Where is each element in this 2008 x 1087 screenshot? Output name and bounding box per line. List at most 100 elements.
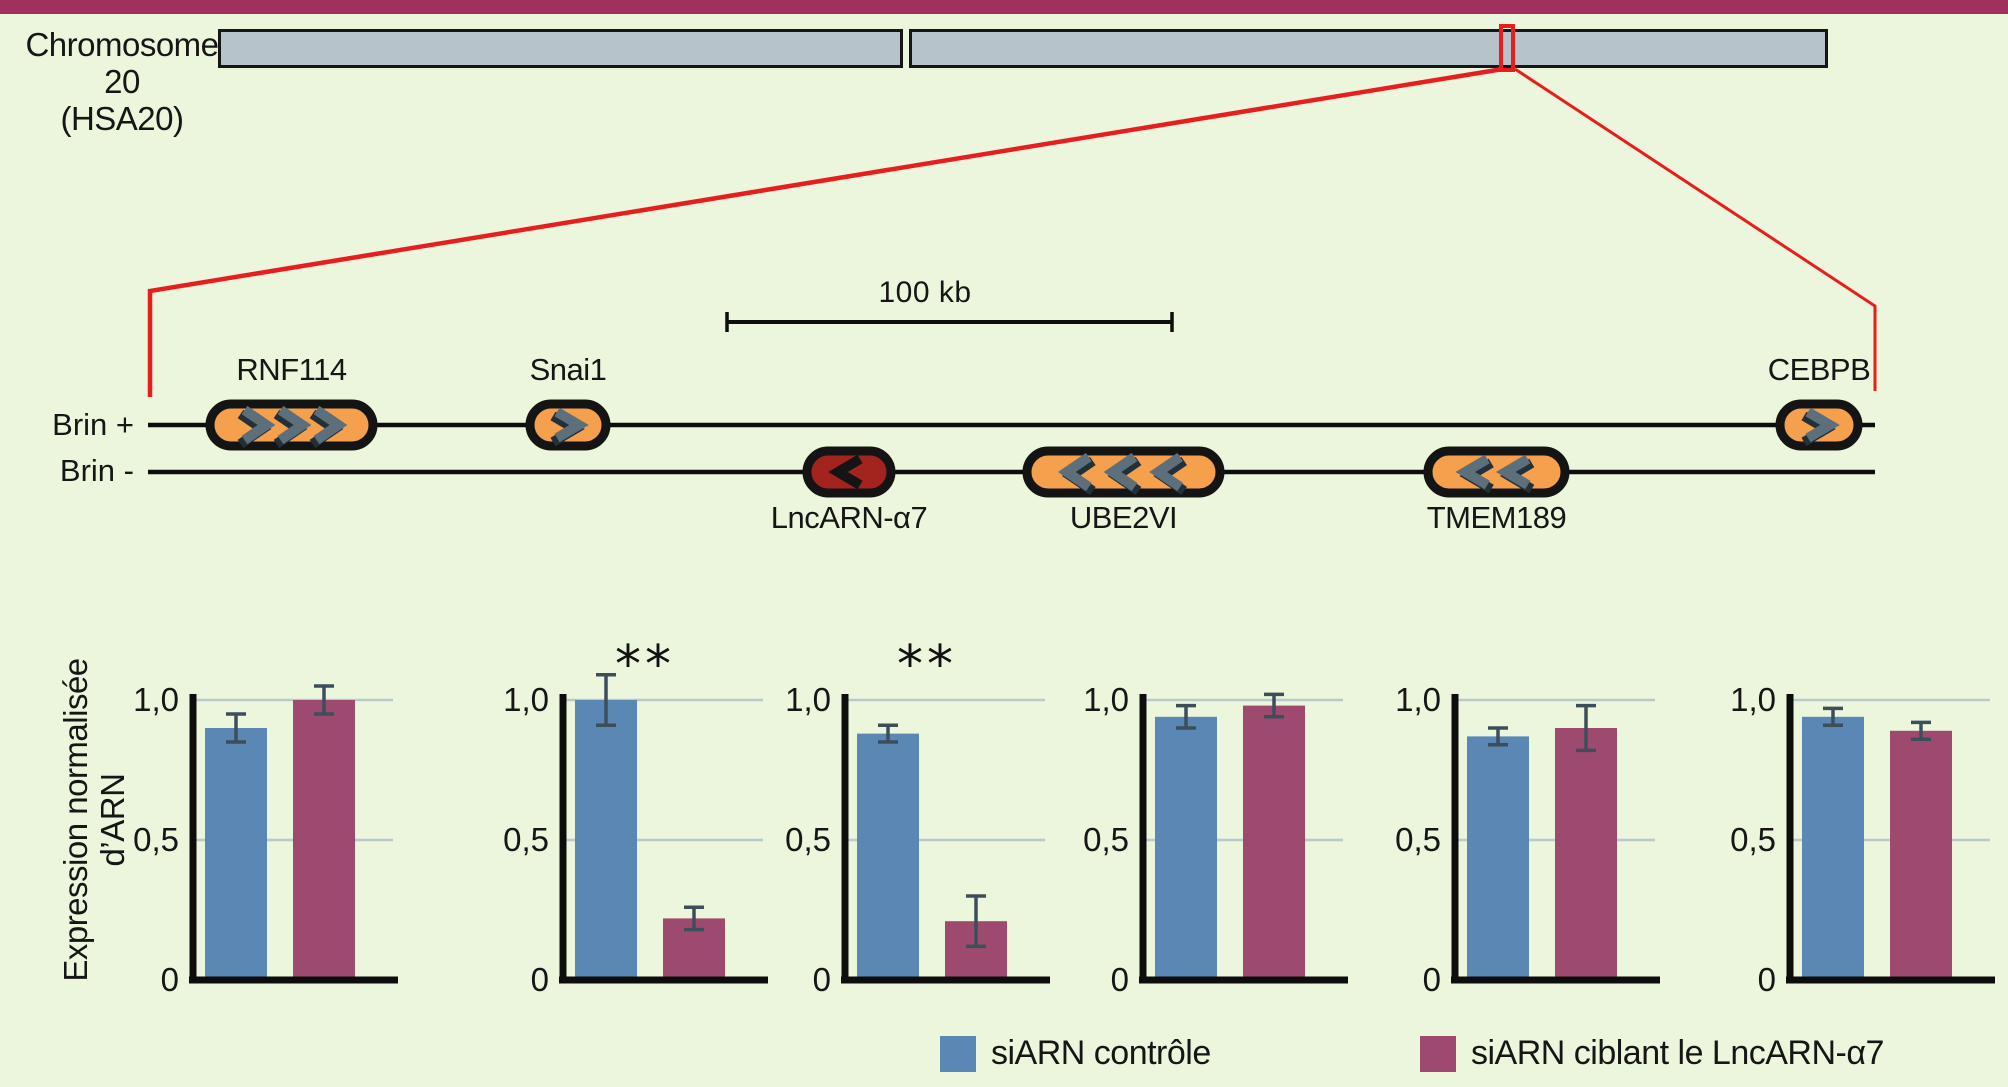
- chevron-shadow-icon: [237, 409, 272, 449]
- y-tick-label: 0,5: [1730, 821, 1776, 858]
- legend-item-targeting: siARN ciblant le LncARN-α7: [1420, 1034, 1884, 1073]
- bar-TMEM189-series0: [1467, 736, 1529, 980]
- chevron-icon: [241, 405, 276, 445]
- y-tick-label: 0,5: [1083, 821, 1129, 858]
- legend-item-control: siARN contrôle: [940, 1034, 1211, 1073]
- gene-body-TMEM189: [1423, 446, 1570, 498]
- gene-label-UBE2VI: UBE2VI: [1069, 500, 1178, 535]
- top-border-bar: [0, 0, 2008, 14]
- gene-label-LncARN-α7: LncARN-α7: [770, 500, 928, 535]
- error-bar: [1823, 706, 1843, 727]
- chevron-icon: [828, 454, 863, 490]
- gene-label-RNF114: RNF114: [236, 352, 347, 387]
- chevron-icon: [1805, 407, 1840, 443]
- legend-label-control: siARN contrôle: [991, 1034, 1211, 1072]
- legend-swatch-targeting: [1420, 1035, 1456, 1072]
- gene-LncARN-α7: [802, 446, 896, 498]
- chevron-shadow-icon: [1801, 411, 1836, 447]
- y-tick-label: 1,0: [1730, 681, 1776, 718]
- y-tick-label: 1,0: [1395, 681, 1441, 718]
- error-bar: [966, 894, 986, 949]
- bar-LncARN-α7-series1: [945, 921, 1007, 980]
- bar-chart-UBE2VI: 1,0 0,5 0: [1083, 681, 1348, 998]
- chevron-shadow-icon: [1153, 456, 1187, 496]
- chevron-shadow-icon: [273, 409, 308, 449]
- y-tick-label: 0: [531, 961, 549, 998]
- y-tick-label: 0,5: [1395, 821, 1441, 858]
- bar-Snai1-series0: [575, 700, 637, 980]
- y-tick-label: 1,0: [1083, 681, 1129, 718]
- y-tick-label: 0,5: [133, 821, 179, 858]
- error-bar: [1488, 726, 1508, 747]
- legend-label-targeting: siARN ciblant le LncARN-α7: [1471, 1034, 1884, 1072]
- error-bar: [684, 905, 704, 932]
- chevron-icon: [313, 405, 348, 445]
- bar-chart-CEBPB: 1,0 0,5 0: [1730, 681, 1995, 998]
- y-tick-label: 0: [1111, 961, 1129, 998]
- error-bar: [226, 712, 246, 744]
- scale-bar-label: 100 kb: [878, 276, 972, 309]
- bar-RNF114-series1: [293, 700, 355, 980]
- chevron-icon: [1495, 454, 1531, 490]
- gene-TMEM189: [1423, 446, 1570, 498]
- gene-RNF114: [205, 399, 378, 451]
- y-axis-title-line2: d’ARN: [94, 773, 131, 867]
- chevron-icon: [1455, 454, 1490, 490]
- y-tick-label: 0,5: [503, 821, 549, 858]
- strand-minus-label: Brin -: [59, 453, 134, 488]
- chevron-icon: [1103, 452, 1138, 492]
- gene-body-RNF114: [205, 399, 378, 451]
- bar-Snai1-series1: [663, 918, 725, 980]
- chevron-shadow-icon: [1459, 458, 1494, 494]
- gene-body-UBE2VI: [1022, 446, 1225, 498]
- bar-RNF114-series0: [205, 728, 267, 980]
- gene-body-CEBPB: [1775, 399, 1863, 451]
- y-tick-label: 1,0: [503, 681, 549, 718]
- y-axis-title-line1: Expression normalisée: [57, 658, 94, 982]
- gene-UBE2VI: [1022, 446, 1225, 498]
- chromosome-title: Chromosome 20 (HSA20): [22, 26, 222, 137]
- error-bar: [878, 723, 898, 744]
- gene-label-CEBPB: CEBPB: [1767, 352, 1871, 387]
- chromosome-p-arm: [218, 29, 903, 68]
- bar-chart-LncARN-α7: 1,0 0,5 0 **: [785, 635, 1050, 998]
- chevron-shadow-icon: [309, 409, 344, 449]
- gene-Snai1: [525, 399, 611, 451]
- y-tick-label: 0: [1423, 961, 1441, 998]
- chromosome-ideogram: [218, 24, 1828, 72]
- significance-stars: **: [615, 635, 675, 695]
- y-tick-label: 0: [161, 961, 179, 998]
- scale-bar: [725, 312, 1174, 332]
- strand-plus-label: Brin +: [52, 407, 134, 442]
- zoom-connector-right-line: [1514, 67, 1877, 391]
- chevron-icon: [277, 405, 312, 445]
- chevron-shadow-icon: [1107, 456, 1142, 496]
- error-bar: [1911, 720, 1931, 741]
- gene-CEBPB: [1775, 399, 1863, 451]
- legend-swatch-control: [940, 1035, 976, 1072]
- zoom-connector-left-line: [147, 66, 1504, 397]
- gene-body-Snai1: [525, 399, 611, 451]
- chromosome-title-line1: Chromosome 20: [25, 26, 219, 100]
- error-bar: [1576, 703, 1596, 753]
- error-bar: [596, 673, 616, 727]
- chevron-icon: [554, 407, 589, 443]
- chromosome-title-line2: (HSA20): [60, 100, 184, 137]
- bar-CEBPB-series0: [1802, 716, 1864, 980]
- bar-UBE2VI-series0: [1155, 716, 1217, 980]
- chevron-shadow-icon: [1061, 456, 1096, 496]
- error-bar: [1176, 703, 1196, 730]
- bar-chart-TMEM189: 1,0 0,5 0: [1395, 681, 1660, 998]
- bar-UBE2VI-series1: [1243, 705, 1305, 980]
- gene-label-TMEM189: TMEM189: [1426, 500, 1567, 535]
- locus-highlight-box: [1499, 24, 1515, 72]
- chevron-icon: [1057, 452, 1092, 492]
- y-tick-label: 1,0: [133, 681, 179, 718]
- chevron-icon: [1149, 452, 1183, 492]
- gene-label-Snai1: Snai1: [529, 352, 607, 387]
- y-tick-label: 0: [1758, 961, 1776, 998]
- chromosome-q-arm: [909, 29, 1828, 68]
